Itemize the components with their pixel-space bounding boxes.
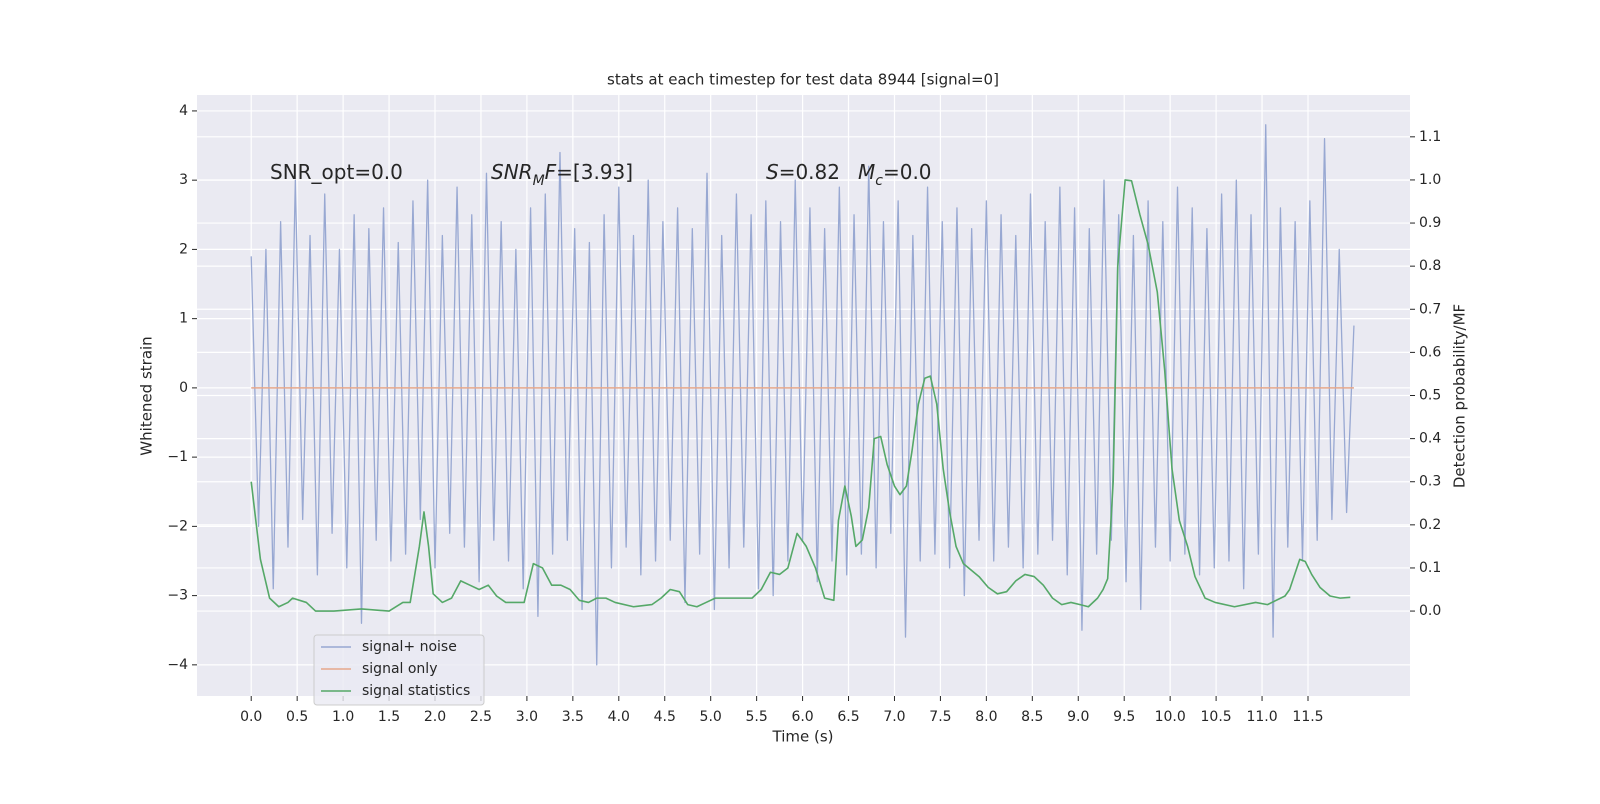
y-tick-label: 2 xyxy=(179,241,188,257)
x-tick-label: 6.0 xyxy=(791,709,813,725)
annotation-text: F xyxy=(545,160,557,184)
annotation-text: M xyxy=(858,160,875,184)
y-tick-label: −2 xyxy=(167,518,188,534)
x-tick-label: 4.5 xyxy=(654,709,676,725)
x-tick-label: 9.0 xyxy=(1067,709,1089,725)
legend-box xyxy=(313,634,485,706)
x-tick-label: 1.5 xyxy=(378,709,400,725)
x-tick-label: 2.0 xyxy=(424,709,446,725)
x-tick-label: 11.5 xyxy=(1292,709,1323,725)
y2-tick-label: 0.3 xyxy=(1419,474,1441,490)
annotation-text: =0.0 xyxy=(883,160,932,184)
y-tick-label: 4 xyxy=(179,103,188,119)
x-tick-label: 8.0 xyxy=(975,709,997,725)
x-tick-label: 4.0 xyxy=(608,709,630,725)
series-layer xyxy=(250,124,1355,666)
x-tick-label: 7.5 xyxy=(929,709,951,725)
annotation-subscript: M xyxy=(533,173,545,189)
legend: signal+ noise signal only signal statistic… xyxy=(313,634,485,706)
y2-tick-label: 0.6 xyxy=(1419,344,1441,360)
annotation-text: =[3.93] xyxy=(556,160,633,184)
annotation-text: S xyxy=(766,160,779,184)
x-axis-label: Time (s) xyxy=(772,728,834,746)
annotation-text: =0.82 xyxy=(779,160,840,184)
annotation-text: SNR xyxy=(491,160,533,184)
x-tick-label: 6.5 xyxy=(837,709,859,725)
x-tick-label: 10.5 xyxy=(1201,709,1232,725)
annotation: SNR_opt=0.0 xyxy=(270,160,403,184)
annotation: S=0.82 Mc=0.0 xyxy=(766,160,932,190)
y-tick-label: 0 xyxy=(179,380,188,396)
annotation-subscript: c xyxy=(875,173,883,189)
x-tick-label: 2.5 xyxy=(470,709,492,725)
y2-tick-label: 0.9 xyxy=(1419,215,1441,231)
x-tick-label: 10.0 xyxy=(1155,709,1186,725)
y-tick-label: −4 xyxy=(167,657,188,673)
y2-tick-label: 0.2 xyxy=(1419,517,1441,533)
y-axis-label: Whitened strain xyxy=(138,336,156,455)
chart-title: stats at each timestep for test data 894… xyxy=(607,71,999,89)
x-tick-label: 3.0 xyxy=(516,709,538,725)
legend-label: signal statistics xyxy=(362,683,470,699)
x-tick-label: 5.0 xyxy=(700,709,722,725)
y2-tick-label: 0.7 xyxy=(1419,301,1441,317)
y-tick-label: 1 xyxy=(179,311,188,327)
annotation-text: SNR_opt=0.0 xyxy=(270,160,403,184)
x-tick-label: 5.5 xyxy=(746,709,768,725)
series-line xyxy=(250,179,1351,612)
y2-tick-label: 0.4 xyxy=(1419,431,1441,447)
y2-tick-label: 1.1 xyxy=(1419,129,1441,145)
y2-tick-label: 0.5 xyxy=(1419,388,1441,404)
y2-axis-label: Detection probability/MF xyxy=(1451,304,1469,488)
x-tick-label: 1.0 xyxy=(332,709,354,725)
y-tick-label: 3 xyxy=(179,172,188,188)
annotation: SNRMF=[3.93] xyxy=(491,160,633,190)
y2-tick-label: 0.8 xyxy=(1419,258,1441,274)
y-tick-label: −3 xyxy=(167,588,188,604)
x-tick-label: 8.5 xyxy=(1021,709,1043,725)
x-tick-label: 11.0 xyxy=(1246,709,1277,725)
x-tick-label: 3.5 xyxy=(562,709,584,725)
x-tick-label: 7.0 xyxy=(883,709,905,725)
y2-tick-label: 0.0 xyxy=(1419,603,1441,619)
x-tick-label: 0.5 xyxy=(286,709,308,725)
y2-tick-label: 1.0 xyxy=(1419,172,1441,188)
axes: 0.0 0.5 1.0 1.5 2.0 2.5 3.0 3.5 4.0 4.5 5.0 5.5 6.0 6… xyxy=(167,103,1441,725)
x-tick-label: 9.5 xyxy=(1113,709,1135,725)
y-tick-label: −1 xyxy=(167,449,188,465)
x-tick-label: 0.0 xyxy=(240,709,262,725)
legend-label: signal only xyxy=(362,661,437,677)
legend-label: signal+ noise xyxy=(362,639,457,655)
y2-tick-label: 0.1 xyxy=(1419,560,1441,576)
